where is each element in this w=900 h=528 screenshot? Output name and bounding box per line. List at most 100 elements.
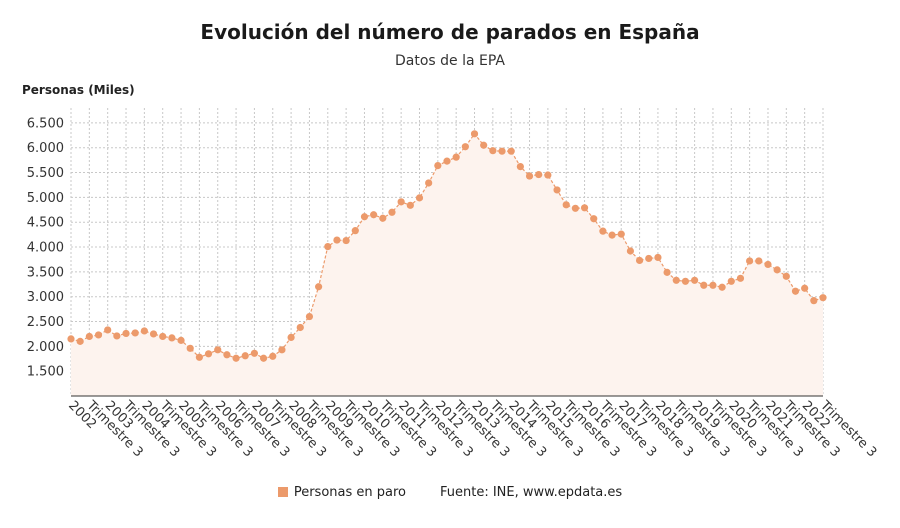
data-point [370,211,378,219]
data-point [351,227,359,235]
data-point [168,334,176,342]
data-point [782,272,790,280]
data-point [507,147,515,155]
data-point [85,332,93,341]
y-tick-label: 3.500 [27,265,64,280]
y-tick-label: 2.000 [27,340,64,355]
data-point [535,170,543,179]
data-point [562,201,570,209]
data-point [810,297,818,305]
data-point [415,194,424,202]
data-point [727,277,735,285]
data-point [580,204,589,212]
data-point [700,281,708,289]
data-point [635,256,644,265]
data-point [470,130,479,138]
data-point [223,351,231,359]
data-point [736,274,745,282]
source-note: Fuente: INE, www.epdata.es [440,485,623,500]
data-point [406,201,414,209]
data-point [480,141,488,149]
data-point [645,254,653,263]
data-point [177,336,185,344]
data-point [195,353,203,361]
data-point [452,153,460,161]
data-point [333,236,341,244]
data-point [691,276,699,284]
data-point [342,236,350,245]
data-point [755,257,763,265]
data-point [360,213,369,221]
data-point [819,294,827,302]
data-point [764,260,772,269]
data-point [681,277,690,285]
data-point [553,186,561,194]
data-point [709,281,717,289]
data-point [204,350,213,358]
data-point [654,253,662,262]
data-point [663,268,671,276]
data-point [140,327,148,335]
data-point [113,332,121,340]
y-tick-label: 1.500 [27,365,64,380]
data-point [461,143,469,151]
data-point [76,337,84,345]
data-point [489,147,497,155]
data-point [801,284,809,292]
data-point [186,344,194,352]
data-point [516,162,524,171]
y-tick-label: 4.500 [27,216,64,231]
data-point [232,354,240,362]
data-point [498,147,506,155]
data-point [287,333,295,342]
data-point [434,162,442,170]
data-point [324,242,332,251]
data-point [525,172,534,180]
data-point [672,276,680,284]
y-axis-label: Personas (Miles) [22,83,135,97]
data-point [379,214,387,222]
data-point [250,349,259,357]
data-point [718,283,726,291]
legend-label: Personas en paro [293,485,406,500]
chart-subtitle: Datos de la EPA [395,53,505,69]
data-point [599,227,607,235]
data-point [626,247,635,255]
data-point [122,329,130,338]
data-point [791,287,800,295]
data-point [104,326,112,334]
chart-title: Evolución del número de parados en Españ… [200,20,700,44]
y-tick-label: 6.000 [27,141,64,156]
data-point [571,204,579,212]
data-point [269,352,277,360]
data-point [617,230,625,238]
data-point [296,323,304,332]
data-point [94,331,103,339]
data-point [259,354,268,362]
y-tick-label: 5.000 [27,191,64,206]
data-point [544,171,552,179]
data-point [443,157,451,165]
data-point [388,208,396,216]
legend: Personas en paro Fuente: INE, www.epdata.… [0,485,900,500]
data-point [305,312,314,321]
y-tick-label: 6.500 [27,116,64,131]
data-point [773,266,781,274]
data-point [159,332,167,341]
data-point [241,352,249,360]
data-point [425,179,433,187]
y-tick-label: 2.500 [27,315,64,330]
data-point [746,257,754,265]
y-axis-ticks: 1.500 2.000 2.500 3.000 3.500 4.000 4.500 5.000… [27,116,64,379]
series-area-fill [71,133,823,396]
data-point [214,346,222,354]
y-tick-label: 4.000 [27,241,64,256]
y-tick-label: 3.000 [27,290,64,305]
data-point [278,346,286,354]
data-point [67,335,75,343]
data-point [590,215,598,223]
y-tick-label: 5.500 [27,166,64,181]
data-point [315,283,323,291]
